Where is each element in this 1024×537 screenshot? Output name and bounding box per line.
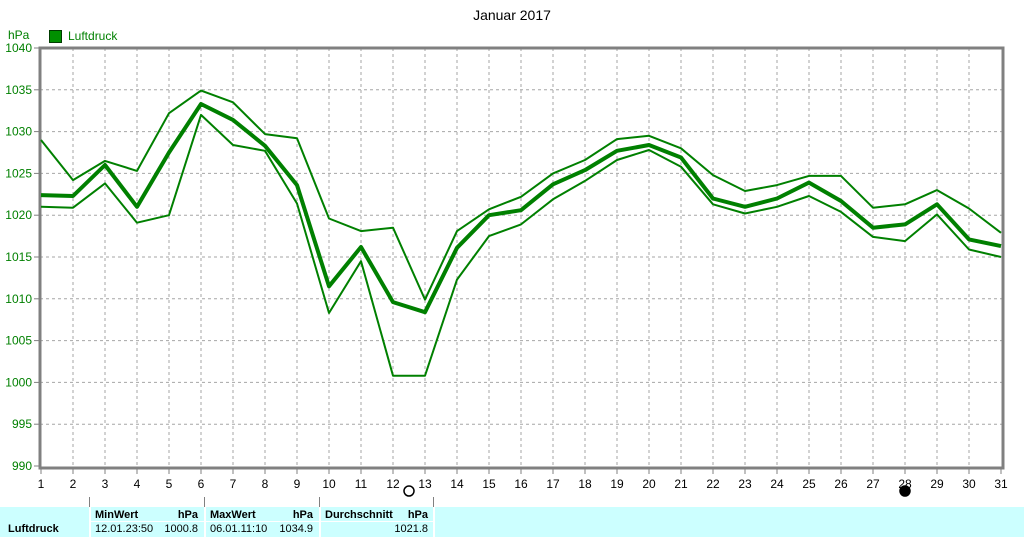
legend-color-swatch	[49, 29, 62, 43]
x-tick-label: 22	[706, 477, 720, 491]
x-tick-label: 23	[738, 477, 752, 491]
x-tick-label: 1	[38, 477, 45, 491]
x-tick-label: 14	[450, 477, 464, 491]
maxwert-value-row: 06.01. 11:10 1034.9	[210, 523, 313, 535]
pressure-durchschnitt-line	[40, 102, 1002, 315]
durchschnitt-header-unit: hPa	[407, 509, 428, 521]
table-row-label: Luftdruck	[8, 523, 59, 535]
table-separator	[433, 507, 435, 537]
pressure-min-line	[40, 113, 1002, 377]
table-separator	[319, 507, 321, 537]
chart-title: Januar 2017	[473, 7, 551, 23]
y-tick-label: 995	[12, 417, 32, 431]
x-tick-label: 13	[418, 477, 432, 491]
table-separator	[89, 507, 91, 537]
legend-label: Luftdruck	[68, 29, 118, 43]
pressure-max-line	[40, 89, 1002, 301]
minwert-header: MinWert hPa	[95, 509, 198, 521]
table-separator-stub	[433, 497, 434, 507]
y-tick-label: 1005	[5, 334, 32, 348]
maxwert-time: 11:10	[240, 523, 268, 535]
minwert-date: 12.01.	[95, 523, 126, 535]
y-tick-label: 1030	[5, 125, 32, 139]
y-tick-label: 1025	[5, 166, 32, 180]
maxwert-value: 1034.9	[279, 523, 313, 535]
durchschnitt-header: Durchschnitt hPa	[325, 509, 428, 521]
durchschnitt-header-label: Durchschnitt	[325, 509, 393, 521]
x-tick-label: 30	[962, 477, 976, 491]
minwert-value: 1000.8	[164, 523, 198, 535]
x-tick-label: 3	[102, 477, 109, 491]
x-tick-label: 6	[198, 477, 205, 491]
x-tick-label: 5	[166, 477, 173, 491]
x-tick-label: 8	[262, 477, 269, 491]
x-tick-label: 7	[230, 477, 237, 491]
x-tick-label: 20	[642, 477, 656, 491]
y-tick-label: 1015	[5, 250, 32, 264]
stats-table: Luftdruck MinWert hPa 12.01. 23:50 1000.…	[0, 497, 1024, 537]
table-row-separator	[89, 521, 435, 522]
x-tick-label: 19	[610, 477, 624, 491]
x-tick-label: 27	[866, 477, 880, 491]
table-separator-stub	[319, 497, 320, 507]
maxwert-header: MaxWert hPa	[210, 509, 313, 521]
minwert-time: 23:50	[125, 523, 154, 535]
x-tick-label: 11	[355, 477, 368, 491]
table-separator-stub	[204, 497, 205, 507]
x-tick-label: 2	[70, 477, 77, 491]
y-tick-label: 1035	[5, 83, 32, 97]
table-separator-stub	[89, 497, 90, 507]
maxwert-date: 06.01.	[210, 523, 241, 535]
x-tick-label: 4	[134, 477, 141, 491]
x-tick-label: 15	[482, 477, 496, 491]
minwert-value-row: 12.01. 23:50 1000.8	[95, 523, 198, 535]
x-tick-label: 21	[674, 477, 688, 491]
x-tick-label: 10	[322, 477, 336, 491]
y-axis-unit-label: hPa	[8, 28, 30, 42]
table-separator	[204, 507, 206, 537]
y-tick-label: 1020	[5, 208, 32, 222]
x-tick-label: 31	[994, 477, 1008, 491]
x-tick-label: 18	[578, 477, 592, 491]
minwert-header-unit: hPa	[177, 509, 198, 521]
x-tick-label: 24	[770, 477, 784, 491]
pressure-line-chart: 1040103510301025102010151010100510009959…	[5, 41, 1008, 497]
x-tick-label: 29	[930, 477, 944, 491]
maxwert-header-label: MaxWert	[210, 509, 256, 521]
y-tick-label: 990	[12, 459, 32, 473]
y-tick-label: 1010	[5, 292, 32, 306]
durchschnitt-value-row: 1021.8	[325, 523, 428, 535]
legend: Luftdruck	[49, 29, 117, 43]
x-tick-label: 16	[514, 477, 528, 491]
x-tick-label: 12	[386, 477, 400, 491]
y-tick-label: 1040	[5, 41, 32, 55]
new-moon-icon	[899, 485, 911, 497]
x-tick-label: 9	[294, 477, 301, 491]
x-tick-label: 26	[834, 477, 848, 491]
plot-border	[38, 46, 1005, 470]
y-tick-label: 1000	[5, 375, 32, 389]
x-tick-label: 25	[802, 477, 816, 491]
full-moon-icon	[403, 485, 415, 497]
maxwert-header-unit: hPa	[292, 509, 313, 521]
x-tick-label: 17	[546, 477, 560, 491]
durchschnitt-value: 1021.8	[394, 523, 428, 535]
minwert-header-label: MinWert	[95, 509, 139, 521]
